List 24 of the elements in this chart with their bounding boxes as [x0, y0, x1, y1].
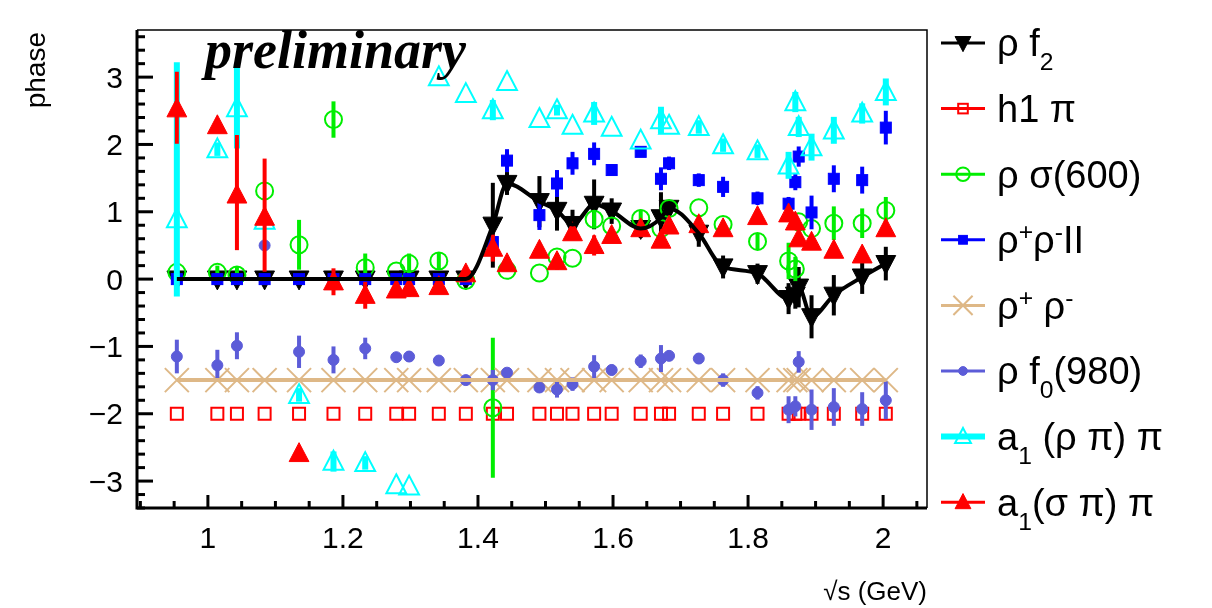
legend-label: ρ σ(600)	[997, 153, 1142, 196]
annotation: preliminary	[201, 20, 468, 80]
y-tick-label: 1	[106, 195, 123, 229]
x-axis-title: √s (GeV)	[823, 576, 927, 606]
y-tick-label: 3	[106, 60, 123, 94]
y-axis-title: phase	[20, 32, 51, 109]
legend-label: a$_{1}$ (ρ π) π	[997, 415, 1163, 469]
x-tick-label: 1.4	[457, 521, 499, 554]
legend-label: ρ$^{+}$ ρ$^{-}$	[997, 283, 1074, 327]
x-tick-label: 1	[199, 521, 217, 554]
x-tick-label: 1.6	[592, 521, 634, 554]
x-tick-label: 1.8	[727, 521, 769, 554]
legend-label: h1 π	[997, 87, 1077, 130]
y-tick-label: −2	[88, 397, 123, 431]
x-tick-label: 1.2	[322, 521, 364, 554]
legend-label: ρ f$_{2}$	[997, 22, 1054, 75]
y-tick-label: 0	[106, 262, 123, 296]
y-tick-label: 2	[106, 127, 123, 161]
y-tick-label: −3	[88, 464, 123, 498]
legend-label: ρ$^{+}$ρ$^{-}$II	[997, 217, 1085, 262]
x-tick-label: 2	[874, 521, 892, 554]
y-tick-label: −1	[88, 329, 123, 363]
legend-label: a$_{1}$(σ π) π	[997, 481, 1155, 534]
legend-label: ρ f$_{0}$(980)	[997, 350, 1143, 403]
